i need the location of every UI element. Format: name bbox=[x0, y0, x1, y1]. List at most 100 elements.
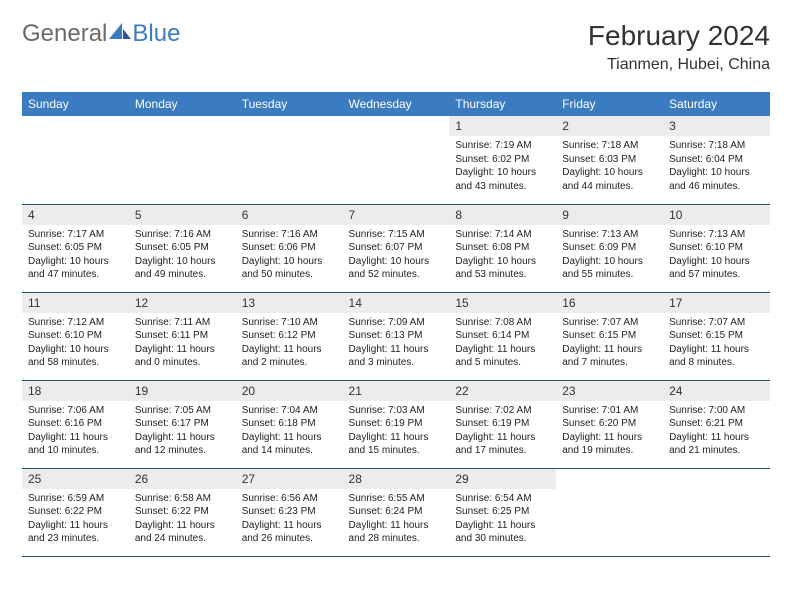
calendar-row: 1Sunrise: 7:19 AMSunset: 6:02 PMDaylight… bbox=[22, 116, 770, 204]
day-number: 8 bbox=[449, 205, 556, 225]
day-number: 4 bbox=[22, 205, 129, 225]
day-details: Sunrise: 7:17 AMSunset: 6:05 PMDaylight:… bbox=[22, 225, 129, 286]
day-details: Sunrise: 7:06 AMSunset: 6:16 PMDaylight:… bbox=[22, 401, 129, 462]
day-cell: 15Sunrise: 7:08 AMSunset: 6:14 PMDayligh… bbox=[449, 292, 556, 380]
day-details: Sunrise: 7:14 AMSunset: 6:08 PMDaylight:… bbox=[449, 225, 556, 286]
day-number: 10 bbox=[663, 205, 770, 225]
day-cell: 14Sunrise: 7:09 AMSunset: 6:13 PMDayligh… bbox=[343, 292, 450, 380]
day-cell: 1Sunrise: 7:19 AMSunset: 6:02 PMDaylight… bbox=[449, 116, 556, 204]
weekday-header: Saturday bbox=[663, 92, 770, 116]
calendar-row: 4Sunrise: 7:17 AMSunset: 6:05 PMDaylight… bbox=[22, 204, 770, 292]
empty-cell bbox=[236, 116, 343, 204]
day-number: 27 bbox=[236, 469, 343, 489]
calendar-table: SundayMondayTuesdayWednesdayThursdayFrid… bbox=[22, 92, 770, 557]
day-cell: 25Sunrise: 6:59 AMSunset: 6:22 PMDayligh… bbox=[22, 468, 129, 556]
day-cell: 16Sunrise: 7:07 AMSunset: 6:15 PMDayligh… bbox=[556, 292, 663, 380]
day-cell: 28Sunrise: 6:55 AMSunset: 6:24 PMDayligh… bbox=[343, 468, 450, 556]
day-number: 15 bbox=[449, 293, 556, 313]
day-cell: 20Sunrise: 7:04 AMSunset: 6:18 PMDayligh… bbox=[236, 380, 343, 468]
day-cell: 17Sunrise: 7:07 AMSunset: 6:15 PMDayligh… bbox=[663, 292, 770, 380]
day-cell: 11Sunrise: 7:12 AMSunset: 6:10 PMDayligh… bbox=[22, 292, 129, 380]
calendar-row: 25Sunrise: 6:59 AMSunset: 6:22 PMDayligh… bbox=[22, 468, 770, 556]
day-details: Sunrise: 7:15 AMSunset: 6:07 PMDaylight:… bbox=[343, 225, 450, 286]
day-cell: 24Sunrise: 7:00 AMSunset: 6:21 PMDayligh… bbox=[663, 380, 770, 468]
day-cell: 21Sunrise: 7:03 AMSunset: 6:19 PMDayligh… bbox=[343, 380, 450, 468]
day-cell: 4Sunrise: 7:17 AMSunset: 6:05 PMDaylight… bbox=[22, 204, 129, 292]
day-number: 22 bbox=[449, 381, 556, 401]
day-number: 6 bbox=[236, 205, 343, 225]
day-cell: 6Sunrise: 7:16 AMSunset: 6:06 PMDaylight… bbox=[236, 204, 343, 292]
day-details: Sunrise: 7:00 AMSunset: 6:21 PMDaylight:… bbox=[663, 401, 770, 462]
weekday-header: Sunday bbox=[22, 92, 129, 116]
day-details: Sunrise: 6:55 AMSunset: 6:24 PMDaylight:… bbox=[343, 489, 450, 550]
day-number: 21 bbox=[343, 381, 450, 401]
day-details: Sunrise: 6:58 AMSunset: 6:22 PMDaylight:… bbox=[129, 489, 236, 550]
day-details: Sunrise: 7:09 AMSunset: 6:13 PMDaylight:… bbox=[343, 313, 450, 374]
day-cell: 5Sunrise: 7:16 AMSunset: 6:05 PMDaylight… bbox=[129, 204, 236, 292]
day-number: 18 bbox=[22, 381, 129, 401]
empty-cell bbox=[556, 468, 663, 556]
day-cell: 2Sunrise: 7:18 AMSunset: 6:03 PMDaylight… bbox=[556, 116, 663, 204]
day-number: 5 bbox=[129, 205, 236, 225]
day-details: Sunrise: 7:03 AMSunset: 6:19 PMDaylight:… bbox=[343, 401, 450, 462]
weekday-header: Thursday bbox=[449, 92, 556, 116]
day-cell: 18Sunrise: 7:06 AMSunset: 6:16 PMDayligh… bbox=[22, 380, 129, 468]
day-number: 1 bbox=[449, 116, 556, 136]
empty-cell bbox=[663, 468, 770, 556]
calendar-row: 18Sunrise: 7:06 AMSunset: 6:16 PMDayligh… bbox=[22, 380, 770, 468]
day-number: 9 bbox=[556, 205, 663, 225]
day-number: 23 bbox=[556, 381, 663, 401]
day-number: 14 bbox=[343, 293, 450, 313]
logo-text-general: General bbox=[22, 20, 107, 48]
day-cell: 22Sunrise: 7:02 AMSunset: 6:19 PMDayligh… bbox=[449, 380, 556, 468]
empty-cell bbox=[129, 116, 236, 204]
weekday-header: Wednesday bbox=[343, 92, 450, 116]
day-cell: 26Sunrise: 6:58 AMSunset: 6:22 PMDayligh… bbox=[129, 468, 236, 556]
day-details: Sunrise: 7:11 AMSunset: 6:11 PMDaylight:… bbox=[129, 313, 236, 374]
day-cell: 19Sunrise: 7:05 AMSunset: 6:17 PMDayligh… bbox=[129, 380, 236, 468]
day-details: Sunrise: 6:54 AMSunset: 6:25 PMDaylight:… bbox=[449, 489, 556, 550]
day-number: 25 bbox=[22, 469, 129, 489]
day-cell: 27Sunrise: 6:56 AMSunset: 6:23 PMDayligh… bbox=[236, 468, 343, 556]
day-number: 19 bbox=[129, 381, 236, 401]
day-details: Sunrise: 7:13 AMSunset: 6:09 PMDaylight:… bbox=[556, 225, 663, 286]
day-number: 7 bbox=[343, 205, 450, 225]
day-number: 2 bbox=[556, 116, 663, 136]
day-details: Sunrise: 7:08 AMSunset: 6:14 PMDaylight:… bbox=[449, 313, 556, 374]
day-details: Sunrise: 7:12 AMSunset: 6:10 PMDaylight:… bbox=[22, 313, 129, 374]
day-number: 20 bbox=[236, 381, 343, 401]
day-number: 24 bbox=[663, 381, 770, 401]
day-details: Sunrise: 7:18 AMSunset: 6:04 PMDaylight:… bbox=[663, 136, 770, 197]
day-cell: 10Sunrise: 7:13 AMSunset: 6:10 PMDayligh… bbox=[663, 204, 770, 292]
day-details: Sunrise: 7:16 AMSunset: 6:06 PMDaylight:… bbox=[236, 225, 343, 286]
day-number: 12 bbox=[129, 293, 236, 313]
weekday-header: Monday bbox=[129, 92, 236, 116]
day-number: 29 bbox=[449, 469, 556, 489]
day-cell: 13Sunrise: 7:10 AMSunset: 6:12 PMDayligh… bbox=[236, 292, 343, 380]
weekday-header: Friday bbox=[556, 92, 663, 116]
location-subtitle: Tianmen, Hubei, China bbox=[588, 56, 770, 74]
day-details: Sunrise: 7:07 AMSunset: 6:15 PMDaylight:… bbox=[556, 313, 663, 374]
day-cell: 23Sunrise: 7:01 AMSunset: 6:20 PMDayligh… bbox=[556, 380, 663, 468]
day-details: Sunrise: 6:56 AMSunset: 6:23 PMDaylight:… bbox=[236, 489, 343, 550]
day-details: Sunrise: 6:59 AMSunset: 6:22 PMDaylight:… bbox=[22, 489, 129, 550]
day-details: Sunrise: 7:19 AMSunset: 6:02 PMDaylight:… bbox=[449, 136, 556, 197]
calendar-body: 1Sunrise: 7:19 AMSunset: 6:02 PMDaylight… bbox=[22, 116, 770, 556]
logo: General Blue bbox=[22, 20, 180, 48]
day-details: Sunrise: 7:04 AMSunset: 6:18 PMDaylight:… bbox=[236, 401, 343, 462]
day-details: Sunrise: 7:07 AMSunset: 6:15 PMDaylight:… bbox=[663, 313, 770, 374]
day-cell: 8Sunrise: 7:14 AMSunset: 6:08 PMDaylight… bbox=[449, 204, 556, 292]
day-cell: 3Sunrise: 7:18 AMSunset: 6:04 PMDaylight… bbox=[663, 116, 770, 204]
day-details: Sunrise: 7:05 AMSunset: 6:17 PMDaylight:… bbox=[129, 401, 236, 462]
day-number: 16 bbox=[556, 293, 663, 313]
day-details: Sunrise: 7:18 AMSunset: 6:03 PMDaylight:… bbox=[556, 136, 663, 197]
day-details: Sunrise: 7:16 AMSunset: 6:05 PMDaylight:… bbox=[129, 225, 236, 286]
title-block: February 2024 Tianmen, Hubei, China bbox=[588, 20, 770, 74]
day-number: 17 bbox=[663, 293, 770, 313]
day-number: 28 bbox=[343, 469, 450, 489]
page-title: February 2024 bbox=[588, 20, 770, 52]
day-cell: 12Sunrise: 7:11 AMSunset: 6:11 PMDayligh… bbox=[129, 292, 236, 380]
day-details: Sunrise: 7:13 AMSunset: 6:10 PMDaylight:… bbox=[663, 225, 770, 286]
day-number: 13 bbox=[236, 293, 343, 313]
header: General Blue February 2024 Tianmen, Hube… bbox=[22, 20, 770, 74]
